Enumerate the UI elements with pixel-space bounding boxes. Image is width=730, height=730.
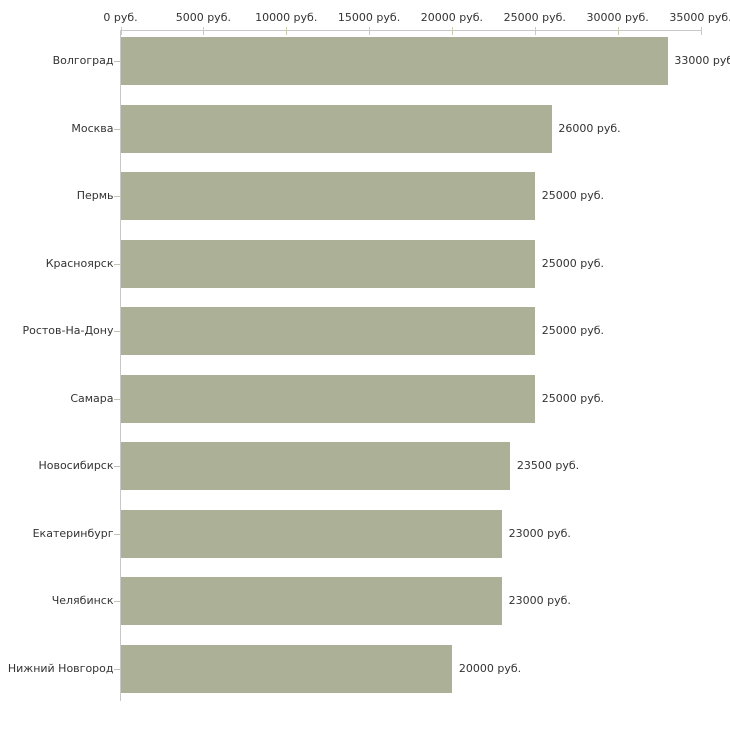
category-label: Москва [71, 121, 114, 135]
x-tick-mark [203, 27, 205, 35]
x-tick-label: 10000 руб. [255, 11, 318, 24]
bar [121, 374, 536, 423]
x-tick-mark [534, 27, 536, 35]
x-tick-label: 20000 руб. [420, 11, 484, 24]
y-tick-mark [114, 533, 120, 535]
x-tick-label: 15000 руб. [337, 11, 401, 24]
bar-value-label: 26000 руб. [558, 121, 621, 135]
y-tick-mark [114, 331, 120, 332]
bar [121, 442, 511, 490]
bar [121, 239, 536, 288]
y-tick-mark [114, 61, 120, 62]
category-label: Екатеринбург [32, 526, 114, 540]
bar-value-label: 25000 руб. [541, 324, 605, 337]
x-tick-mark [700, 27, 702, 35]
x-axis-line [120, 30, 702, 31]
category-label: Нижний Новгород [7, 661, 114, 675]
y-tick-mark [114, 128, 120, 130]
category-label: Самара [70, 391, 114, 405]
x-tick-mark [451, 27, 453, 35]
y-axis-line [120, 30, 121, 701]
y-tick-mark [114, 263, 120, 265]
x-tick-label: 5000 руб. [175, 11, 231, 24]
bar [121, 577, 503, 625]
x-tick-label: 25000 руб. [503, 11, 566, 24]
category-label: Пермь [76, 189, 114, 202]
bar [121, 172, 536, 220]
y-tick-mark [114, 466, 120, 467]
y-tick-mark [114, 196, 120, 197]
bar-value-label: 25000 руб. [541, 391, 605, 405]
x-tick-mark [286, 27, 288, 35]
category-label: Волгоград [52, 54, 114, 67]
bar [121, 509, 503, 558]
x-tick-mark [617, 27, 619, 35]
bar [121, 644, 453, 693]
bar [121, 307, 536, 355]
y-tick-mark [114, 601, 120, 602]
bar-value-label: 20000 руб. [458, 661, 522, 675]
y-tick-mark [114, 398, 120, 400]
bar-value-label: 33000 руб [674, 54, 730, 67]
bar-value-label: 23500 руб. [516, 459, 580, 472]
category-label: Новосибирск [38, 459, 114, 472]
category-label: Челябинск [51, 594, 114, 607]
y-tick-mark [114, 668, 120, 670]
category-label: Красноярск [45, 256, 114, 270]
bar-value-label: 23000 руб. [508, 526, 571, 540]
bar-value-label: 25000 руб. [541, 256, 605, 270]
category-label: Ростов-На-Дону [22, 324, 114, 337]
bar [121, 37, 668, 85]
bar-value-label: 25000 руб. [541, 189, 605, 202]
x-tick-label: 0 руб. [103, 11, 138, 24]
x-tick-mark [369, 27, 371, 35]
x-tick-label: 35000 руб. [669, 11, 730, 24]
x-tick-label: 30000 руб. [586, 11, 649, 24]
bar [121, 104, 552, 153]
bar-value-label: 23000 руб. [508, 594, 571, 607]
x-tick-mark [120, 27, 122, 35]
